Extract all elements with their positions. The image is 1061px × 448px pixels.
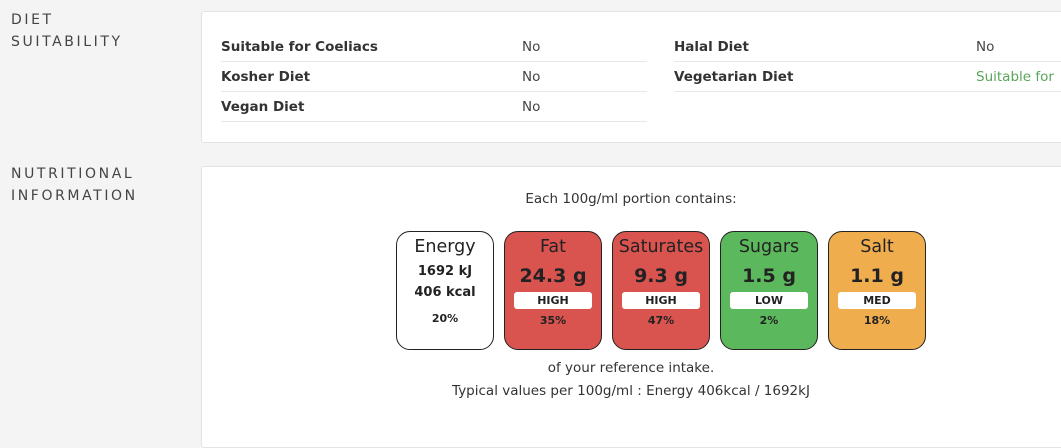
portion-text: Each 100g/ml portion contains: <box>525 191 737 207</box>
reference-intake-text: of your reference intake. <box>547 360 715 376</box>
diet-label: Vegan Diet <box>221 98 305 115</box>
nutrition-section-title-line1: NUTRITIONAL <box>11 166 135 182</box>
energy-percent: 20% <box>431 312 459 325</box>
diet-label: Suitable for Coeliacs <box>221 38 378 55</box>
energy-kcal: 406 kcal <box>414 285 476 300</box>
diet-value: No <box>522 68 541 85</box>
nutrient-percent: 47% <box>647 314 675 327</box>
sugars-tile: Sugars 1.5 g LOW 2% <box>720 231 818 350</box>
diet-row: Suitable for Coeliacs No <box>221 32 647 62</box>
diet-card: Suitable for Coeliacs No Kosher Diet No … <box>201 11 1061 143</box>
energy-tile: Energy 1692 kJ 406 kcal 20% <box>396 231 494 350</box>
diet-value: No <box>976 38 995 55</box>
nutrient-percent: 18% <box>863 314 891 327</box>
nutrient-percent: 2% <box>759 314 779 327</box>
level-badge: LOW <box>730 292 808 309</box>
energy-kj: 1692 kJ <box>417 264 473 279</box>
nutrition-card: Each 100g/ml portion contains: Energy 16… <box>201 166 1061 448</box>
diet-value: No <box>522 98 541 115</box>
nutrient-name: Sugars <box>738 237 800 257</box>
diet-row: Halal Diet No <box>674 32 1061 62</box>
diet-section-title-line1: DIET <box>11 12 54 28</box>
nutrient-amount: 1.1 g <box>850 265 904 287</box>
diet-section-title-line2: SUITABILITY <box>11 34 123 50</box>
nutrient-amount: 24.3 g <box>519 265 587 287</box>
level-badge: HIGH <box>622 292 700 309</box>
saturates-tile: Saturates 9.3 g HIGH 47% <box>612 231 710 350</box>
salt-tile: Salt 1.1 g MED 18% <box>828 231 926 350</box>
diet-left-column: Suitable for Coeliacs No Kosher Diet No … <box>221 32 647 122</box>
nutrition-section-title-line2: INFORMATION <box>11 188 138 204</box>
nutrient-name: Fat <box>539 237 567 257</box>
diet-label: Halal Diet <box>674 38 749 55</box>
nutrition-section-title: NUTRITIONAL INFORMATION <box>11 163 138 207</box>
fat-tile: Fat 24.3 g HIGH 35% <box>504 231 602 350</box>
diet-label: Kosher Diet <box>221 68 311 85</box>
energy-label: Energy <box>414 237 476 257</box>
nutrient-amount: 9.3 g <box>634 265 688 287</box>
diet-section-title: DIET SUITABILITY <box>11 9 123 53</box>
nutrient-percent: 35% <box>539 314 567 327</box>
nutrient-amount: 1.5 g <box>742 265 796 287</box>
diet-right-column: Halal Diet No Vegetarian Diet Suitable f… <box>674 32 1061 92</box>
diet-row: Vegan Diet No <box>221 92 647 122</box>
diet-label: Vegetarian Diet <box>674 68 794 85</box>
diet-row: Kosher Diet No <box>221 62 647 92</box>
diet-row: Vegetarian Diet Suitable for <box>674 62 1061 92</box>
typical-values-text: Typical values per 100g/ml : Energy 406k… <box>452 383 810 399</box>
nutrient-name: Salt <box>860 237 894 257</box>
level-badge: MED <box>838 292 916 309</box>
diet-value-suitable: Suitable for <box>976 68 1054 85</box>
level-badge: HIGH <box>514 292 592 309</box>
nutrient-name: Saturates <box>618 237 704 257</box>
diet-value: No <box>522 38 541 55</box>
